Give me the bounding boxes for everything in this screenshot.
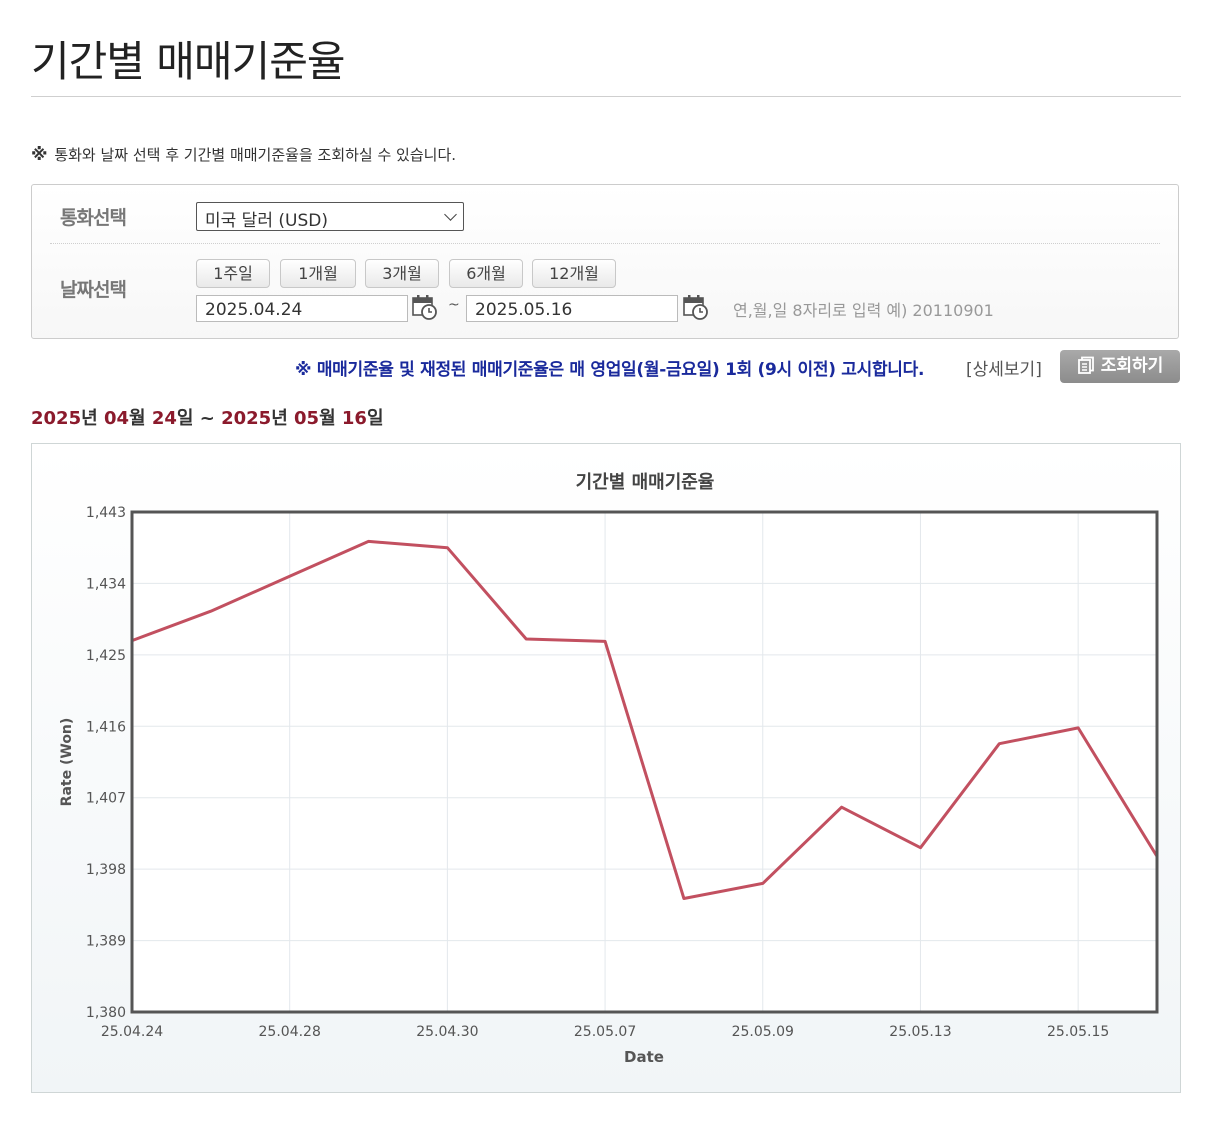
range-end-month: 05 (294, 408, 320, 429)
x-tick-label: 25.04.30 (416, 1024, 478, 1040)
x-tick-label: 25.05.13 (889, 1024, 951, 1040)
selected-range: 2025년 04월 24일 ~ 2025년 05월 16일 (31, 404, 384, 430)
range-start-month: 04 (103, 408, 129, 429)
series-line (131, 539, 1159, 900)
y-tick-label: 1,389 (86, 934, 126, 950)
end-date-input[interactable]: 2025.05.16 (466, 295, 678, 322)
row-divider (50, 243, 1160, 244)
title-divider (31, 96, 1181, 97)
y-tick-label: 1,443 (86, 505, 126, 521)
rate-notice: ※ 매매기준율 및 재정된 매매기준율은 매 영업일(월-금요일) 1회 (9시… (295, 360, 925, 380)
period-12month-button[interactable]: 12개월 (532, 259, 616, 288)
period-3month-button[interactable]: 3개월 (365, 259, 439, 288)
calendar-icon[interactable] (683, 294, 709, 320)
calendar-icon[interactable] (412, 294, 438, 320)
y-tick-label: 1,416 (86, 719, 126, 735)
x-axis-title: Date (624, 1048, 664, 1066)
x-tick-label: 25.04.24 (101, 1024, 163, 1040)
range-start-day: 24 (151, 408, 177, 429)
range-separator: ~ (193, 408, 222, 429)
date-format-hint: 연,월,일 8자리로 입력 예) 20110901 (733, 301, 994, 320)
notice-text: ※ 통화와 날짜 선택 후 기간별 매매기준율을 조회하실 수 있습니다. (31, 144, 456, 165)
range-unit: 일 (366, 408, 384, 429)
period-1month-button[interactable]: 1개월 (280, 259, 356, 288)
notice-message: 통화와 날짜 선택 후 기간별 매매기준율을 조회하실 수 있습니다. (54, 146, 457, 164)
range-start-year: 2025 (31, 408, 82, 429)
plot-border (130, 510, 1159, 1014)
currency-label: 통화선택 (60, 207, 127, 229)
period-1week-button[interactable]: 1주일 (196, 259, 270, 288)
chart-container: 기간별 매매기준율 1,380 1,389 1,398 1,407 1,416 1,425… (31, 443, 1181, 1093)
range-end-day: 16 (341, 408, 367, 429)
range-unit: 월 (129, 408, 152, 429)
plot-area (132, 512, 1157, 1012)
detail-link[interactable]: [상세보기] (966, 360, 1042, 380)
start-date-input[interactable]: 2025.04.24 (196, 295, 408, 322)
page-title: 기간별 매매기준율 (31, 37, 345, 86)
x-tick-label: 25.05.15 (1047, 1024, 1109, 1040)
notice-mark: ※ (31, 145, 48, 165)
y-tick-label: 1,398 (86, 862, 126, 878)
y-tick-label: 1,380 (86, 1005, 126, 1021)
y-tick-label: 1,425 (86, 648, 126, 664)
x-tick-label: 25.05.09 (732, 1024, 794, 1040)
range-unit: 월 (319, 408, 342, 429)
range-unit: 일 (176, 408, 194, 429)
search-panel: 통화선택 미국 달러 (USD) 날짜선택 1주일 1개월 3개월 6개월 12… (31, 184, 1179, 339)
currency-select[interactable]: 미국 달러 (USD) (196, 202, 464, 231)
rate-line-chart: 기간별 매매기준율 1,380 1,389 1,398 1,407 1,416 1,425… (59, 472, 1159, 1066)
y-tick-label: 1,407 (86, 791, 126, 807)
chevron-down-icon (444, 208, 457, 221)
x-tick-label: 25.05.07 (574, 1024, 636, 1040)
currency-selected-value: 미국 달러 (USD) (205, 211, 328, 231)
y-axis-title: Rate (Won) (59, 718, 75, 807)
document-icon (1077, 356, 1094, 374)
date-range-tilde: ~ (448, 297, 460, 313)
chart-title: 기간별 매매기준율 (576, 472, 715, 493)
range-end-year: 2025 (221, 408, 272, 429)
query-button-label: 조회하기 (1100, 356, 1164, 376)
range-unit: 년 (81, 408, 104, 429)
period-6month-button[interactable]: 6개월 (449, 259, 523, 288)
query-button[interactable]: 조회하기 (1060, 350, 1180, 383)
date-label: 날짜선택 (60, 279, 127, 301)
range-unit: 년 (271, 408, 295, 429)
y-tick-label: 1,434 (86, 576, 126, 592)
x-tick-label: 25.04.28 (259, 1024, 321, 1040)
